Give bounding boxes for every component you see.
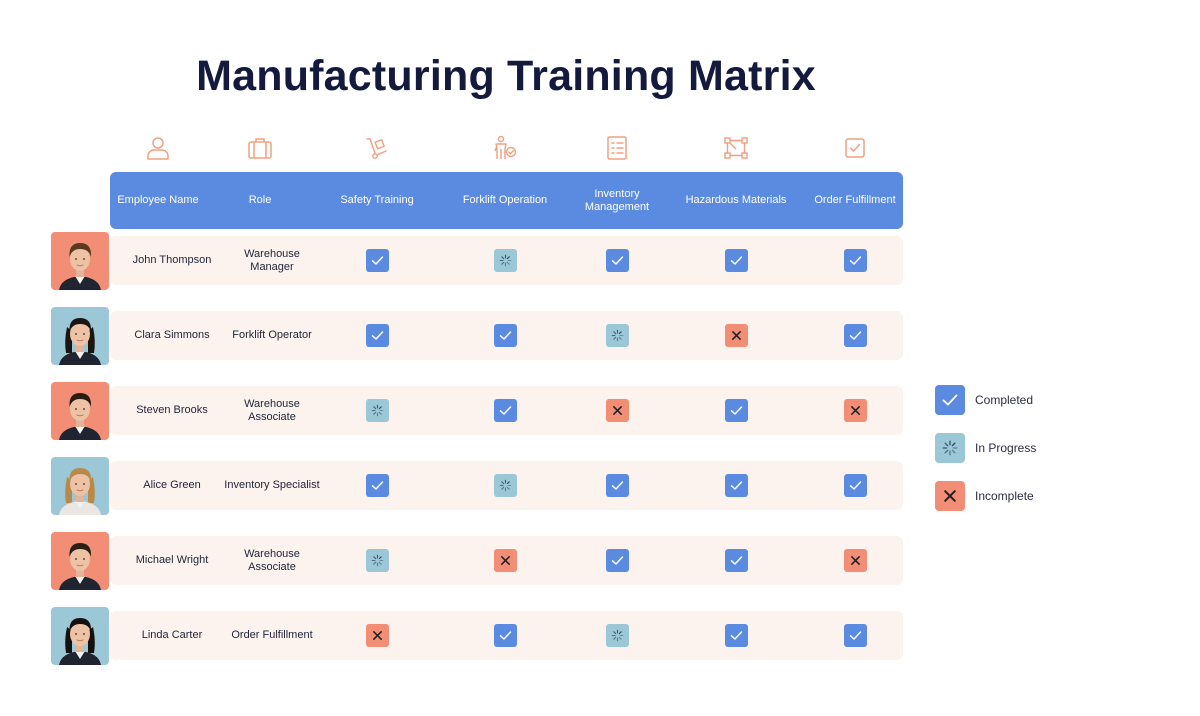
- status-in-progress: [494, 249, 517, 272]
- briefcase-icon: [246, 134, 274, 162]
- status-completed: [725, 399, 748, 422]
- legend-item-incomplete: Incomplete: [935, 481, 1135, 511]
- status-incomplete: [366, 624, 389, 647]
- status-completed: [725, 249, 748, 272]
- employee-name: Linda Carter: [141, 629, 203, 641]
- employee-avatar: [51, 457, 109, 515]
- employee-avatar: [51, 532, 109, 590]
- employee-role: Warehouse Associate: [244, 397, 300, 423]
- employee-name: John Thompson: [132, 254, 212, 266]
- legend-item-completed: Completed: [935, 385, 1135, 415]
- checkbox-icon: [841, 134, 869, 162]
- status-in-progress: [366, 549, 389, 572]
- legend-swatch-incomplete: [935, 481, 965, 511]
- hand-truck-icon: [363, 134, 391, 162]
- column-header: Role: [248, 194, 272, 206]
- employee-role: Warehouse Associate: [244, 547, 300, 573]
- status-completed: [494, 624, 517, 647]
- employee-name: Steven Brooks: [136, 404, 208, 416]
- employee-name: Michael Wright: [135, 554, 209, 566]
- legend-label: In Progress: [975, 441, 1037, 455]
- column-header: Order Fulfillment: [814, 194, 896, 206]
- column-header: Employee Name: [117, 194, 199, 206]
- legend-label: Completed: [975, 393, 1034, 407]
- status-completed: [725, 474, 748, 497]
- legend-swatch-in-progress: [935, 433, 965, 463]
- person-icon: [144, 134, 172, 162]
- status-in-progress: [366, 399, 389, 422]
- status-in-progress: [494, 474, 517, 497]
- status-completed: [366, 249, 389, 272]
- status-incomplete: [844, 549, 867, 572]
- employee-role: Inventory Specialist: [224, 479, 320, 491]
- employee-avatar: [51, 307, 109, 365]
- employee-avatar: [51, 232, 109, 290]
- status-in-progress: [606, 324, 629, 347]
- page-title: Manufacturing Training Matrix: [196, 52, 816, 100]
- column-header: Safety Training: [340, 194, 414, 206]
- status-completed: [606, 249, 629, 272]
- table-header: Employee Name Role Safety Training Forklift…: [110, 172, 903, 229]
- employee-name: Alice Green: [143, 479, 201, 491]
- status-incomplete: [606, 399, 629, 422]
- status-completed: [606, 474, 629, 497]
- status-completed: [844, 624, 867, 647]
- legend-label: Incomplete: [975, 489, 1034, 503]
- checklist-icon: [603, 134, 631, 162]
- status-incomplete: [725, 324, 748, 347]
- status-in-progress: [606, 624, 629, 647]
- network-icon: [722, 134, 750, 162]
- status-completed: [844, 249, 867, 272]
- status-incomplete: [844, 399, 867, 422]
- status-completed: [844, 474, 867, 497]
- column-header: Forklift Operation: [462, 194, 548, 206]
- worker-check-icon: [491, 134, 519, 162]
- status-completed: [366, 324, 389, 347]
- status-completed: [725, 624, 748, 647]
- employee-role: Forklift Operator: [232, 329, 312, 341]
- employee-avatar: [51, 382, 109, 440]
- legend-swatch-completed: [935, 385, 965, 415]
- status-completed: [844, 324, 867, 347]
- column-header: Inventory Management: [584, 187, 650, 213]
- employee-name: Clara Simmons: [134, 329, 210, 341]
- employee-avatar: [51, 607, 109, 665]
- status-completed: [494, 324, 517, 347]
- status-completed: [606, 549, 629, 572]
- status-completed: [366, 474, 389, 497]
- employee-role: Order Fulfillment: [231, 629, 313, 641]
- status-completed: [494, 399, 517, 422]
- status-completed: [725, 549, 748, 572]
- column-icons-row: [0, 134, 1200, 162]
- column-header: Hazardous Materials: [685, 194, 787, 206]
- legend-item-in-progress: In Progress: [935, 433, 1135, 463]
- employee-role: Warehouse Manager: [244, 247, 300, 273]
- status-incomplete: [494, 549, 517, 572]
